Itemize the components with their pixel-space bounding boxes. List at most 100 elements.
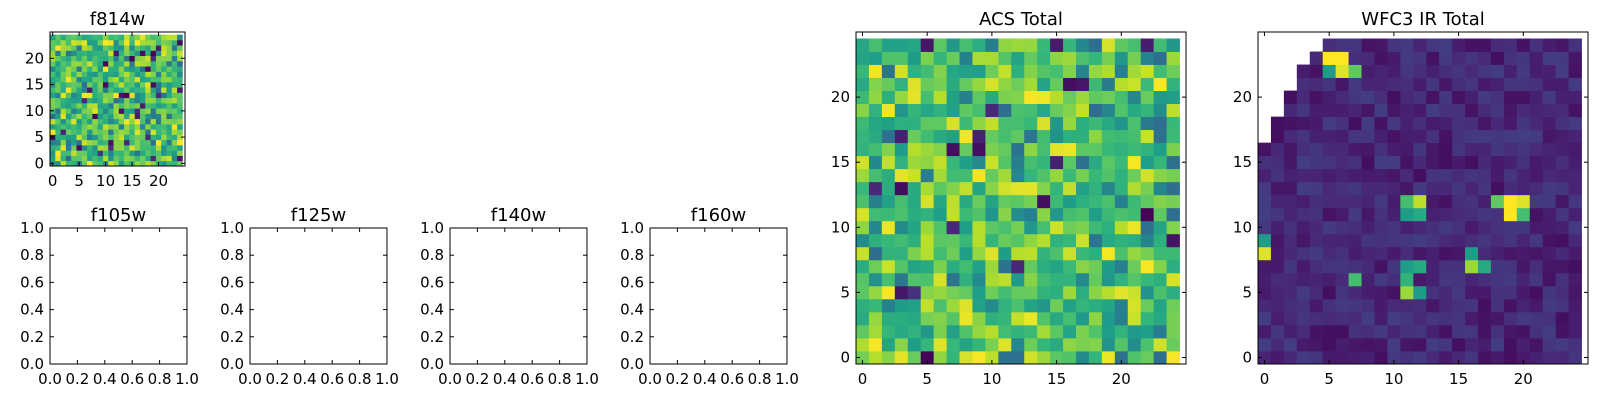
heatmap-cell: [166, 129, 173, 135]
heatmap-cell: [108, 76, 114, 83]
heatmap-cell: [920, 233, 935, 248]
heatmap-cell: [1478, 90, 1492, 105]
heatmap-cell: [972, 155, 986, 170]
heatmap-cell: [1283, 116, 1298, 131]
heatmap-cell: [1400, 181, 1414, 196]
heatmap-cell: [97, 71, 104, 78]
heatmap-cell: [946, 77, 960, 91]
heatmap-cell: [113, 50, 120, 57]
heatmap-cell: [118, 102, 125, 109]
heatmap-cell: [1011, 285, 1025, 300]
y-tick-label: 0.8: [620, 246, 644, 264]
heatmap-cell: [1088, 298, 1103, 313]
heatmap-cell: [108, 129, 114, 135]
heatmap-cell: [1490, 194, 1505, 209]
heatmap-cell: [1555, 51, 1569, 65]
heatmap-cell: [1529, 233, 1544, 248]
heatmap-cell: [920, 194, 935, 209]
heatmap-cell: [1088, 38, 1103, 52]
heatmap-cell: [1024, 155, 1038, 170]
heatmap-cell: [1452, 298, 1466, 313]
heatmap-cell: [1568, 51, 1582, 65]
heatmap-cell: [933, 350, 947, 365]
heatmap-cell: [894, 103, 909, 118]
heatmap-cell: [1490, 259, 1505, 274]
heatmap-cell: [920, 298, 935, 313]
heatmap-cell: [1335, 181, 1349, 196]
heatmap-cell: [71, 102, 77, 109]
heatmap-cell: [1101, 77, 1116, 91]
heatmap-cell: [1439, 233, 1453, 248]
heatmap-cell: [881, 129, 896, 144]
heatmap-cell: [145, 87, 151, 93]
heatmap-cell: [1503, 181, 1518, 196]
heatmap-cell: [1076, 129, 1090, 144]
heatmap-cell: [946, 207, 960, 222]
heatmap-cell: [1088, 272, 1103, 287]
heatmap-cell: [60, 55, 67, 62]
heatmap-cell: [1374, 324, 1388, 339]
heatmap-cell: [1490, 38, 1505, 52]
heatmap-cell: [856, 142, 870, 157]
heatmap-cell: [1503, 324, 1518, 339]
heatmap-cell: [92, 71, 99, 78]
heatmap-cell: [1024, 77, 1038, 91]
heatmap-cell: [1270, 168, 1285, 183]
heatmap-cell: [145, 34, 151, 41]
heatmap-cell: [65, 66, 72, 72]
heatmap-cell: [1101, 285, 1116, 300]
heatmap-cell: [972, 168, 986, 183]
heatmap-cell: [1542, 272, 1557, 287]
heatmap-cell: [1011, 298, 1025, 313]
heatmap-cell: [1439, 181, 1453, 196]
heatmap-cell: [1322, 298, 1337, 313]
heatmap-cell: [60, 102, 67, 109]
heatmap-cell: [985, 168, 999, 183]
heatmap-cell: [1309, 311, 1324, 326]
heatmap-cell: [1542, 194, 1557, 209]
y-tick-label: 0: [34, 154, 44, 172]
heatmap-cell: [1426, 311, 1440, 326]
x-tick-label: 10: [1384, 370, 1403, 388]
heatmap-cell: [856, 337, 870, 352]
heatmap-cell: [907, 194, 922, 209]
heatmap-cell: [1400, 103, 1414, 118]
heatmap-cell: [166, 39, 173, 46]
heatmap-cell: [1309, 129, 1324, 144]
heatmap-cell: [1568, 259, 1582, 274]
heatmap-cell: [1568, 194, 1582, 209]
heatmap-cell: [140, 45, 146, 51]
heatmap-cell: [1037, 77, 1051, 91]
heatmap-cell: [81, 87, 88, 93]
heatmap-cell: [60, 50, 67, 57]
heatmap-cell: [1490, 116, 1505, 131]
heatmap-cell: [1309, 207, 1324, 222]
heatmap-cell: [140, 71, 146, 78]
heatmap-cell: [166, 92, 173, 99]
heatmap-cell: [166, 55, 173, 62]
heatmap-cell: [97, 34, 104, 41]
heatmap-cell: [1140, 259, 1155, 274]
heatmap-cell: [118, 118, 125, 125]
heatmap-cell: [1465, 246, 1479, 261]
heatmap-cell: [55, 55, 61, 62]
heatmap-cell: [65, 113, 72, 120]
heatmap-cell: [171, 45, 178, 51]
panel-4: 0.0 0.2 0.4 0.6 0.8 1.00.00.20.40.60.81.0f160…: [620, 205, 799, 388]
heatmap-cell: [1568, 77, 1582, 91]
heatmap-cell: [1258, 155, 1272, 170]
heatmap-cell: [946, 298, 960, 313]
heatmap-cell: [1478, 116, 1492, 131]
heatmap-cell: [1088, 51, 1103, 65]
heatmap-cell: [1348, 168, 1362, 183]
heatmap-cell: [1076, 142, 1090, 157]
heatmap-cell: [1374, 129, 1388, 144]
heatmap-cell: [894, 311, 909, 326]
heatmap-cell: [118, 160, 125, 167]
heatmap-cell: [1296, 285, 1311, 300]
heatmap-cell: [1503, 194, 1518, 209]
heatmap-cell: [55, 102, 61, 109]
y-tick-label: 15: [1233, 153, 1252, 171]
heatmap-cell: [894, 77, 909, 91]
heatmap-cell: [1166, 129, 1180, 144]
